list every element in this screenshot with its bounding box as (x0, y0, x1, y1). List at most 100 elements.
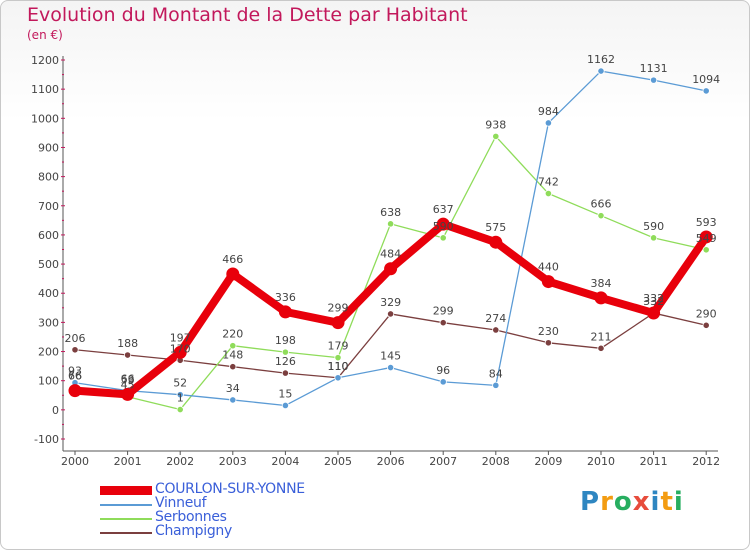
data-label: 593 (696, 216, 717, 229)
x-tick-label: 2009 (534, 455, 562, 468)
data-point (386, 310, 395, 318)
data-point (492, 132, 500, 140)
data-point (544, 339, 553, 347)
legend-swatch (100, 486, 152, 495)
data-label: 1131 (640, 62, 668, 75)
data-label: 84 (489, 367, 503, 380)
data-label: 15 (278, 387, 292, 400)
data-label: 66 (121, 373, 135, 386)
data-label: 590 (643, 220, 664, 233)
data-label: 179 (328, 340, 349, 353)
data-label: 230 (538, 325, 559, 338)
data-point (226, 267, 240, 281)
data-label: 742 (538, 176, 559, 189)
logo-letter: r (600, 487, 614, 517)
y-tick-label: 1200 (31, 54, 59, 67)
legend-label: COURLON-SUR-YONNE (155, 481, 305, 497)
y-tick-label: -100 (34, 433, 59, 446)
data-point (492, 381, 500, 389)
data-point (702, 321, 710, 329)
data-label: 206 (65, 332, 86, 345)
data-label: 126 (275, 355, 296, 368)
data-label: 220 (222, 328, 243, 341)
data-label: 1094 (692, 73, 720, 86)
data-label: 110 (328, 360, 349, 373)
logo-letter: o (613, 487, 633, 517)
data-label: 336 (275, 291, 296, 304)
y-tick-label: 1000 (31, 112, 59, 125)
data-point (281, 369, 289, 377)
data-label: 110 (328, 360, 349, 373)
data-label: 329 (380, 296, 401, 309)
data-point (699, 230, 713, 244)
y-tick-label: 0 (52, 404, 59, 417)
legend-label: Vinneuf (155, 495, 207, 511)
data-point (229, 342, 237, 350)
data-point (649, 76, 658, 84)
x-tick-label: 2007 (429, 455, 457, 468)
y-tick-label: 100 (38, 375, 59, 388)
data-point (492, 326, 500, 334)
data-label: 666 (591, 198, 612, 211)
legend-swatch (100, 532, 152, 534)
data-label: 93 (68, 365, 82, 378)
data-label: 484 (380, 248, 401, 261)
proxiti-logo: Proxiti (580, 487, 684, 517)
data-point (71, 346, 79, 354)
data-point (702, 87, 710, 95)
data-point (489, 235, 503, 249)
data-label: 53 (121, 373, 135, 386)
data-label: 332 (643, 295, 664, 308)
data-point (334, 374, 342, 382)
data-point (597, 344, 605, 352)
x-tick-label: 2000 (61, 455, 89, 468)
x-tick-label: 2003 (219, 455, 247, 468)
x-tick-label: 2012 (692, 455, 720, 468)
data-label: 170 (170, 342, 191, 355)
data-label: 638 (380, 206, 401, 219)
data-label: 66 (68, 370, 82, 383)
data-label: 549 (696, 232, 717, 245)
y-tick-label: 200 (38, 346, 59, 359)
y-tick-label: 600 (38, 229, 59, 242)
data-label: 211 (591, 330, 612, 343)
data-point (541, 275, 555, 289)
x-tick-label: 2001 (114, 455, 142, 468)
data-label: 145 (380, 350, 401, 363)
y-tick-label: 300 (38, 316, 59, 329)
y-tick-label: 1100 (31, 83, 59, 96)
data-label: 274 (485, 312, 506, 325)
unit-label: (en €) (27, 28, 63, 42)
x-tick-label: 2006 (377, 455, 405, 468)
x-tick-label: 2010 (587, 455, 615, 468)
axes: -100 0 100 200 300 400 500 600 700 800 900 1000 1100… (31, 54, 720, 468)
data-label: 984 (538, 105, 559, 118)
x-tick-label: 2002 (166, 455, 194, 468)
data-label: 1 (177, 392, 184, 405)
data-point (173, 345, 187, 359)
data-point (544, 189, 553, 198)
data-label: 938 (485, 118, 506, 131)
x-tick-label: 2008 (482, 455, 510, 468)
data-label: 466 (222, 253, 243, 266)
y-tick-label: 700 (38, 200, 59, 213)
y-tick-label: 500 (38, 258, 59, 271)
legend-label: Champigny (155, 523, 232, 539)
chart-title: Evolution du Montant de la Dette par Hab… (27, 4, 468, 26)
series-points (68, 67, 713, 414)
x-tick-label: 2005 (324, 455, 352, 468)
data-label: 590 (433, 220, 454, 233)
data-point (597, 67, 605, 75)
data-label: 76 (68, 370, 82, 383)
data-point (439, 378, 447, 386)
data-point (544, 119, 553, 127)
data-point (229, 396, 237, 404)
data-point (281, 401, 289, 410)
data-label: 332 (643, 292, 664, 305)
logo-letter: t (660, 487, 674, 517)
legend-swatch (100, 518, 152, 520)
data-label: 96 (436, 364, 450, 377)
data-label: 299 (328, 302, 349, 315)
